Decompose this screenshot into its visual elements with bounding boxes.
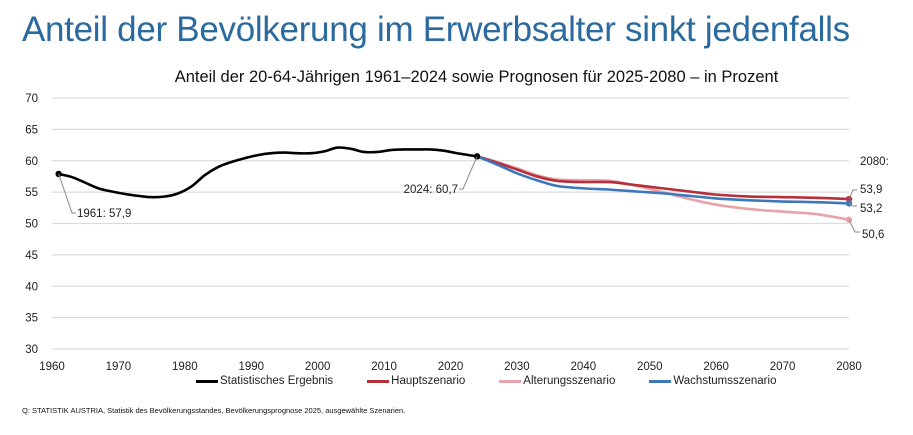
x-tick-label: 2060 bbox=[703, 361, 729, 373]
legend-label: Statistisches Ergebnis bbox=[220, 375, 334, 387]
y-axis-ticks: 30 35 40 45 50 55 60 65 70 bbox=[25, 93, 38, 356]
legend-item-statistisches-ergebnis: Statistisches Ergebnis bbox=[196, 375, 333, 387]
legend-swatch bbox=[499, 379, 522, 383]
series-line-hauptszenario bbox=[475, 155, 851, 201]
page-title: Anteil der Bevölkerung im Erwerbsalter s… bbox=[22, 10, 850, 49]
x-tick-label: 1990 bbox=[238, 361, 264, 373]
x-tick-label: 1970 bbox=[106, 361, 132, 373]
y-tick-label: 60 bbox=[25, 156, 38, 168]
x-tick-label: 2080 bbox=[836, 361, 862, 373]
legend-label: Hauptszenario bbox=[391, 375, 466, 387]
leader-line bbox=[459, 156, 478, 190]
x-tick-label: 2040 bbox=[571, 361, 597, 373]
legend-item-wachstumsszenario: Wachstumsszenario bbox=[649, 375, 776, 387]
annotation-2024: 2024: 60,7 bbox=[404, 184, 458, 196]
x-tick-label: 2030 bbox=[504, 361, 530, 373]
x-tick-label: 1980 bbox=[172, 361, 198, 373]
y-tick-label: 30 bbox=[25, 344, 38, 356]
legend-label: Wachstumsszenario bbox=[673, 375, 777, 387]
annotation-2080-hauptszenario: 53,9 bbox=[860, 184, 882, 196]
y-tick-label: 35 bbox=[25, 313, 38, 325]
leader-line bbox=[848, 189, 857, 200]
legend: Statistisches Ergebnis Hauptszenario Alt… bbox=[196, 375, 776, 387]
legend-swatch bbox=[649, 379, 672, 383]
gridlines bbox=[52, 97, 849, 350]
series-line-wachstumsszenario bbox=[475, 155, 851, 205]
x-tick-label: 2000 bbox=[305, 361, 331, 373]
y-tick-label: 40 bbox=[25, 281, 38, 293]
legend-item-hauptszenario: Hauptszenario bbox=[367, 375, 465, 387]
annotation-2080-wachstumsszenario: 53,2 bbox=[860, 203, 882, 215]
annotation-2080-header: 2080: bbox=[860, 156, 889, 168]
x-tick-label: 2070 bbox=[770, 361, 796, 373]
y-tick-label: 45 bbox=[25, 250, 38, 262]
annotation-1961: 1961: 57,9 bbox=[77, 208, 131, 220]
leader-line bbox=[58, 173, 76, 214]
x-tick-label: 2020 bbox=[438, 361, 464, 373]
series-lines bbox=[57, 146, 851, 222]
legend-swatch bbox=[196, 379, 218, 383]
source-note: Q: STATISTIK AUSTRIA, Statistik des Bevö… bbox=[22, 406, 406, 415]
leader-line bbox=[848, 202, 857, 207]
y-tick-label: 70 bbox=[25, 93, 38, 105]
annotation-2080-alterungsszenario: 50,6 bbox=[862, 229, 884, 241]
x-axis-ticks: 1960 1970 1980 1990 2000 2010 2020 2030 2040 2050… bbox=[39, 361, 862, 373]
y-tick-label: 50 bbox=[25, 219, 38, 231]
x-tick-label: 2050 bbox=[637, 361, 663, 373]
legend-item-alterungsszenario: Alterungsszenario bbox=[499, 375, 615, 387]
x-tick-label: 2010 bbox=[371, 361, 397, 373]
leader-line bbox=[848, 219, 860, 233]
legend-swatch bbox=[367, 379, 390, 383]
legend-label: Alterungsszenario bbox=[523, 375, 616, 387]
y-tick-label: 55 bbox=[25, 187, 38, 199]
x-tick-label: 1960 bbox=[39, 361, 65, 373]
y-tick-label: 65 bbox=[25, 124, 38, 136]
series-line-statistisches-ergebnis bbox=[57, 146, 479, 199]
chart-title: Anteil der 20-64-Jährigen 1961–2024 sowi… bbox=[174, 68, 779, 86]
annotations: 1961: 57,9 2024: 60,7 2080: 53,9 53,2 50,6 bbox=[55, 153, 889, 241]
